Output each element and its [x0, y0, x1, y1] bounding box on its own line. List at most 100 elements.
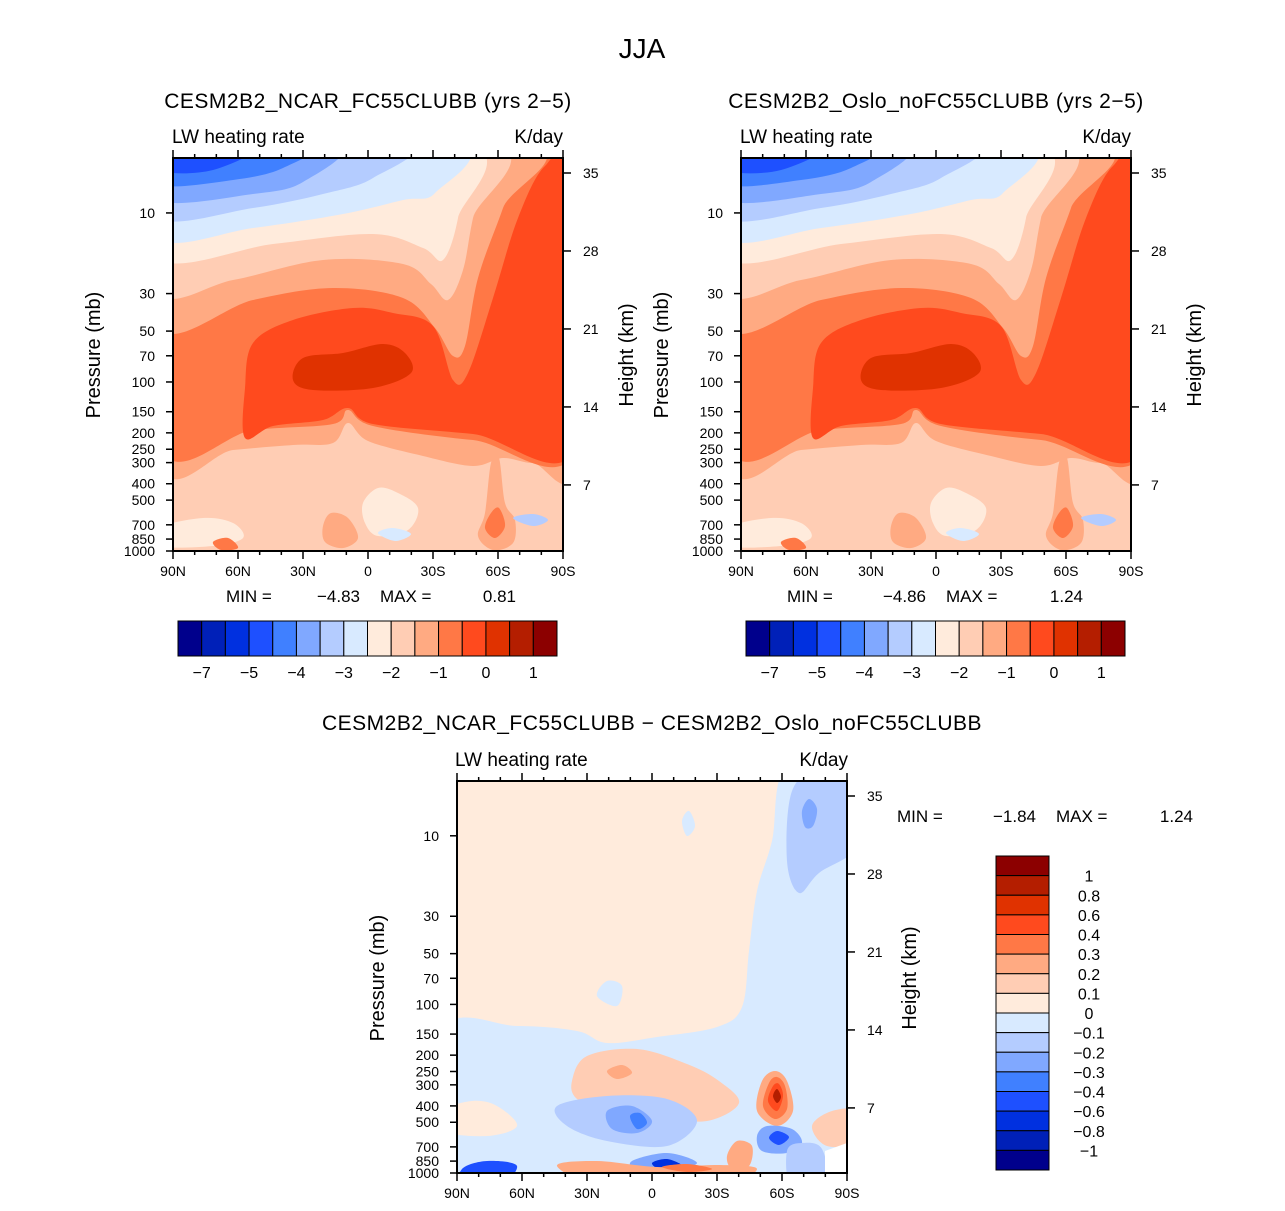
colorbar-label: 1	[529, 665, 538, 682]
colorbar-label: 1	[1085, 869, 1094, 886]
colorbar-box	[911, 620, 936, 657]
contour-band	[629, 1112, 648, 1130]
max-value: 0.81	[483, 587, 516, 606]
colorbar-box	[995, 973, 1050, 994]
colorbar-box	[319, 620, 345, 657]
colorbar-box	[840, 620, 865, 657]
height-tick-label: 35	[1151, 165, 1167, 181]
y-tick-label: 150	[416, 1026, 440, 1042]
panel-3-ylabel: Pressure (mb)	[367, 915, 389, 1042]
y-tick-label: 850	[416, 1153, 440, 1169]
colorbar-box	[995, 1149, 1050, 1171]
y-tick-label: 1000	[124, 543, 155, 559]
x-tick-label: 90N	[160, 563, 186, 579]
y-tick-label: 300	[416, 1077, 440, 1093]
colorbar-box	[295, 620, 321, 657]
contour-band	[768, 1130, 790, 1146]
height-tick-label: 7	[867, 1100, 875, 1116]
colorbar-box	[509, 620, 534, 657]
height-tick-label: 14	[1151, 399, 1167, 415]
colorbar-box	[935, 620, 960, 657]
colorbar-label: −1	[997, 665, 1015, 682]
min-value: −4.86	[883, 587, 926, 606]
y-tick-label: 400	[700, 476, 724, 492]
colorbar-box	[769, 620, 794, 657]
contour-band	[890, 512, 927, 549]
y-tick-label: 30	[139, 286, 155, 302]
x-tick-label: 90N	[728, 563, 754, 579]
y-tick-label: 10	[423, 828, 439, 844]
panel-1-variable-label: LW heating rate	[172, 127, 305, 148]
min-label: MIN =	[897, 807, 943, 826]
colorbar-label: −0.8	[1073, 1124, 1105, 1141]
panel-1-min-max: MIN = −4.83 MAX = 0.81	[226, 587, 516, 606]
y-tick-label: 250	[700, 441, 724, 457]
x-tick-label: 60N	[225, 563, 251, 579]
x-tick-label: 90S	[835, 1185, 860, 1201]
colorbar-label: −4	[287, 665, 305, 682]
colorbar-label: 0	[1085, 1006, 1094, 1023]
min-value: −1.84	[993, 807, 1036, 826]
panel-2-units-label: K/day	[1082, 127, 1131, 148]
colorbar-label: −3	[903, 665, 921, 682]
colorbar-box	[982, 620, 1008, 657]
colorbar-label: −0.3	[1073, 1065, 1105, 1082]
contour-band	[596, 980, 623, 1007]
colorbar-label: −7	[193, 665, 211, 682]
missing-data-area	[825, 1143, 847, 1173]
colorbar-box	[461, 620, 487, 657]
colorbar-box	[745, 620, 771, 657]
contour-band	[513, 513, 548, 527]
colorbar: 1 0.8 0.6 0.4 0.3 0.2 0.1 0 −0.1 −0.2 −0.3 −0.4 −0.6…	[995, 855, 1105, 1171]
y-tick-label: 300	[132, 455, 156, 471]
x-tick-label: 30N	[574, 1185, 600, 1201]
contour-band	[377, 527, 412, 542]
y-tick-label: 400	[416, 1098, 440, 1114]
figure-title: JJA	[619, 33, 666, 64]
y-tick-label: 50	[139, 323, 155, 339]
height-tick-label: 21	[1151, 321, 1167, 337]
panel-2-min-max: MIN = −4.86 MAX = 1.24	[787, 587, 1083, 606]
colorbar-box	[995, 934, 1050, 955]
height-tick-label: 7	[583, 477, 591, 493]
y-tick-label: 150	[700, 404, 724, 420]
colorbar-box	[1053, 620, 1079, 657]
colorbar-label: −7	[761, 665, 779, 682]
colorbar-box	[995, 992, 1050, 1014]
y-tick-label: 10	[139, 205, 155, 221]
colorbar-label: 0.1	[1078, 986, 1100, 1003]
contour-band	[173, 158, 244, 174]
colorbar-label: 0.6	[1078, 908, 1100, 925]
colorbar-box	[887, 620, 913, 657]
y-tick-label: 700	[132, 517, 156, 533]
height-tick-label: 14	[583, 399, 599, 415]
x-tick-label: 30S	[705, 1185, 730, 1201]
panel-1-units-label: K/day	[514, 127, 563, 148]
min-value: −4.83	[317, 587, 360, 606]
y-tick-label: 150	[132, 404, 156, 420]
colorbar-label: −0.6	[1073, 1104, 1105, 1121]
colorbar-box	[995, 1071, 1050, 1092]
colorbar-label: −1	[429, 665, 447, 682]
contour-band	[361, 487, 419, 537]
colorbar-label: 1	[1097, 665, 1106, 682]
contour-band	[945, 527, 980, 542]
x-tick-label: 0	[648, 1185, 656, 1201]
contour-band	[292, 344, 413, 391]
height-tick-label: 28	[867, 866, 883, 882]
y-tick-label: 200	[132, 425, 156, 441]
colorbar-label: 0.3	[1078, 947, 1100, 964]
y-tick-label: 700	[416, 1139, 440, 1155]
height-tick-label: 21	[867, 944, 883, 960]
height-tick-label: 35	[583, 165, 599, 181]
x-tick-label: 30S	[421, 563, 446, 579]
colorbar-box	[272, 620, 297, 657]
y-tick-label: 50	[423, 946, 439, 962]
colorbar-box	[995, 894, 1050, 916]
y-tick-label: 1000	[408, 1165, 439, 1181]
colorbar-box	[995, 1110, 1050, 1132]
contour-band	[741, 158, 812, 174]
colorbar-box	[995, 1130, 1050, 1151]
height-tick-label: 14	[867, 1022, 883, 1038]
